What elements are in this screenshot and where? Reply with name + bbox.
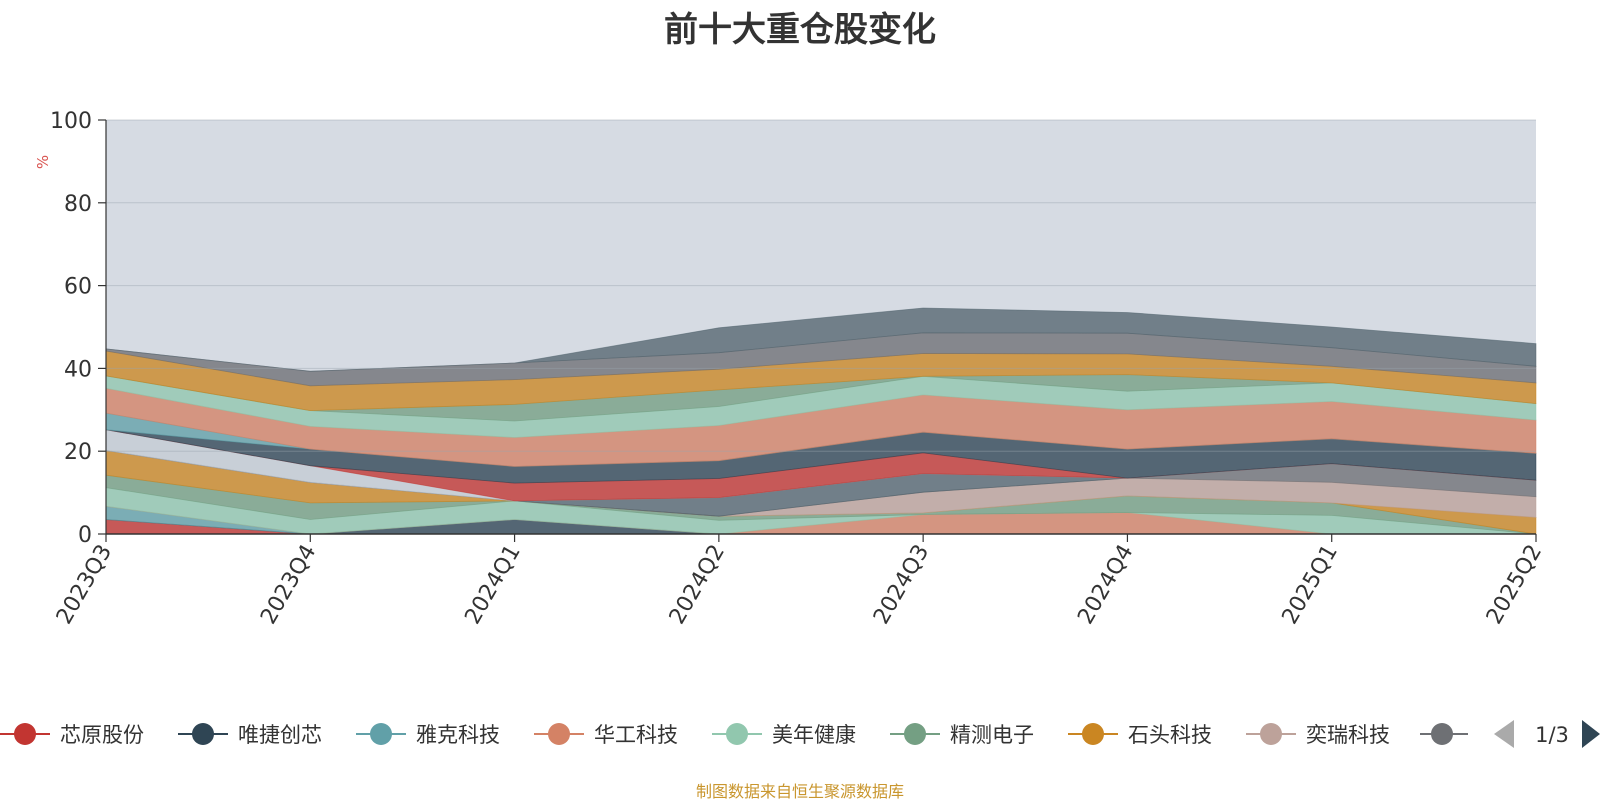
y-tick-label-5: 100 <box>50 109 92 134</box>
legend-item-6[interactable]: 石头科技 <box>1068 723 1212 747</box>
legend-marker-icon <box>192 723 214 745</box>
legend-label: 华工科技 <box>594 723 678 747</box>
chart-title: 前十大重仓股变化 <box>664 10 936 50</box>
legend-marker-icon <box>548 723 570 745</box>
legend-marker-icon <box>1260 723 1282 745</box>
x-tick-label-6: 2025Q1 <box>1278 541 1343 629</box>
legend: 芯原股份 唯捷创芯 雅克科技 华工科技 美年健康 精测电子 石头科技 奕瑞科技 1/3 <box>0 720 1600 748</box>
triangle-left-icon[interactable] <box>1494 720 1514 748</box>
plot-area <box>105 119 1537 535</box>
triangle-right-icon[interactable] <box>1582 720 1600 748</box>
x-tick-label-4: 2024Q3 <box>869 541 934 629</box>
y-axis-label: % <box>34 155 52 169</box>
legend-marker-icon <box>1431 723 1453 745</box>
x-tick-label-0: 2023Q3 <box>52 541 117 629</box>
legend-label: 美年健康 <box>772 723 856 747</box>
x-tick-label-1: 2023Q4 <box>256 541 321 629</box>
legend-marker-icon <box>14 723 36 745</box>
x-tick-label-3: 2024Q2 <box>665 541 730 629</box>
legend-item-0[interactable]: 芯原股份 <box>0 723 144 747</box>
y-tick-label-4: 80 <box>64 192 92 217</box>
y-tick-label-0: 0 <box>78 523 92 548</box>
legend-item-3[interactable]: 华工科技 <box>534 723 678 747</box>
series-area-19 <box>105 307 1537 372</box>
legend-item-truncated[interactable] <box>1420 723 1468 745</box>
legend-marker-icon <box>1082 723 1104 745</box>
legend-label: 精测电子 <box>950 723 1034 747</box>
y-tick-label-1: 20 <box>64 440 92 465</box>
legend-label: 芯原股份 <box>60 723 144 747</box>
y-tick-label-3: 60 <box>64 275 92 300</box>
x-tick-label-7: 2025Q2 <box>1482 541 1547 629</box>
legend-marker-icon <box>370 723 392 745</box>
legend-item-7[interactable]: 奕瑞科技 <box>1246 723 1390 747</box>
legend-label: 石头科技 <box>1128 723 1212 747</box>
legend-label: 奕瑞科技 <box>1306 723 1390 747</box>
legend-label: 雅克科技 <box>416 723 500 747</box>
legend-label: 唯捷创芯 <box>238 723 322 747</box>
legend-page-indicator: 1/3 <box>1535 723 1569 747</box>
source-footer: 制图数据来自恒生聚源数据库 <box>695 782 904 801</box>
x-tick-label-2: 2024Q1 <box>460 541 525 629</box>
legend-marker-icon <box>904 723 926 745</box>
legend-item-1[interactable]: 唯捷创芯 <box>178 723 322 747</box>
legend-item-2[interactable]: 雅克科技 <box>356 723 500 747</box>
x-tick-label-5: 2024Q4 <box>1073 541 1138 629</box>
legend-item-5[interactable]: 精测电子 <box>890 723 1034 747</box>
legend-marker-icon <box>726 723 748 745</box>
legend-item-4[interactable]: 美年健康 <box>712 723 856 747</box>
y-tick-label-2: 40 <box>64 357 92 382</box>
